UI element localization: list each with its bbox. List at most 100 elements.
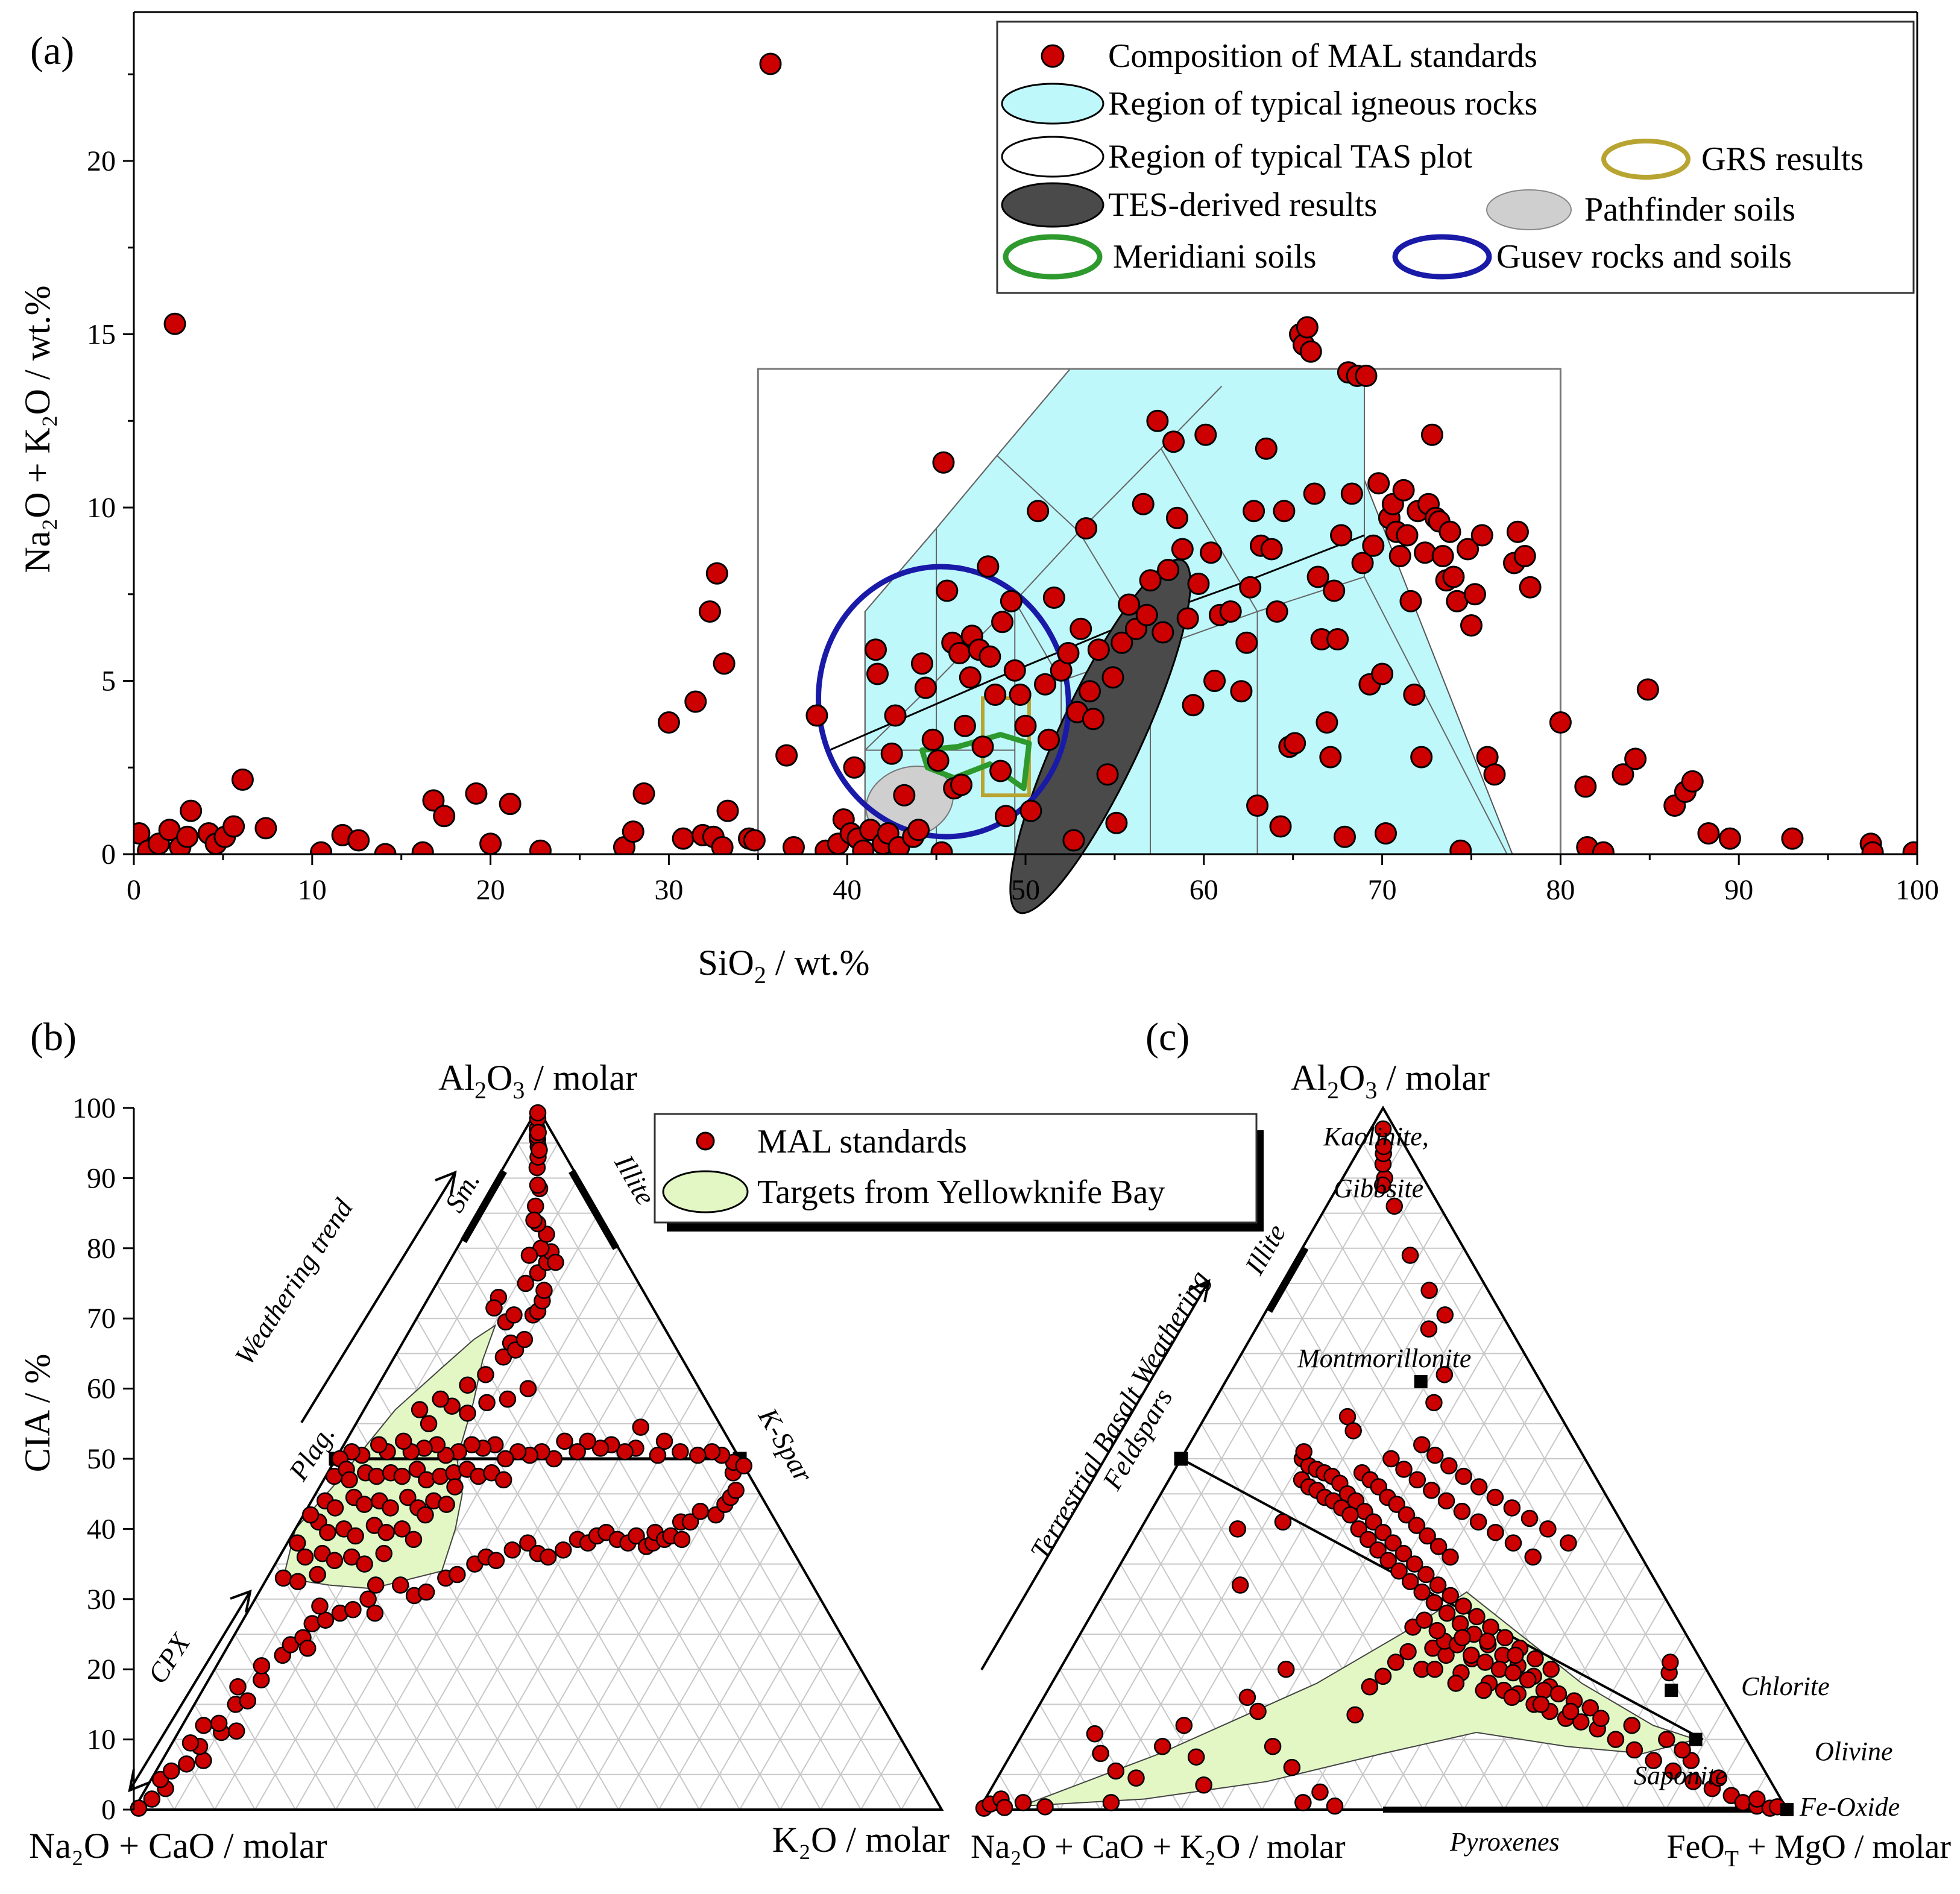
mal-point [253, 1657, 271, 1675]
mal-point [222, 815, 245, 838]
mal-point [1152, 621, 1174, 644]
mal-point [1255, 437, 1278, 460]
x-tick-label: 50 [1011, 874, 1040, 906]
mal-point [1504, 1534, 1522, 1552]
mal-point [1165, 506, 1188, 529]
mal-point [487, 1552, 505, 1570]
mal-point [673, 1531, 691, 1549]
mal-point [1539, 1520, 1557, 1538]
x-tick-label: 0 [127, 874, 141, 906]
mal-point [359, 1590, 377, 1608]
cia-tick-label: 50 [87, 1443, 116, 1475]
mal-point [775, 744, 798, 767]
mal-point [1437, 1492, 1455, 1510]
mal-point [716, 799, 739, 822]
mal-point [1460, 614, 1483, 637]
mal-point [1429, 1576, 1447, 1594]
mal-point [319, 1523, 336, 1541]
legend-box [996, 20, 1915, 294]
mal-point [326, 1552, 344, 1570]
mal-point [477, 1366, 494, 1383]
mal-point [1182, 694, 1205, 717]
mal-point [1384, 1534, 1402, 1552]
mal-point [989, 760, 1012, 782]
mal-point [1636, 678, 1659, 701]
mal-point [1153, 1737, 1171, 1755]
legend-b-label-mal: MAL standards [757, 1123, 967, 1160]
mal-point [1062, 829, 1085, 852]
cpx-arrowhead-down [128, 1769, 150, 1793]
mal-point [1507, 1646, 1524, 1664]
basalt-weathering-arrowhead [1188, 1279, 1211, 1303]
mal-point [1513, 545, 1536, 567]
x-tick-label: 70 [1368, 874, 1397, 906]
mal-point [1469, 1513, 1487, 1531]
mal-point [1037, 728, 1060, 751]
mal-point [1623, 1717, 1640, 1734]
mal-point [547, 1253, 564, 1271]
mal-point [711, 836, 734, 854]
mal-point [1399, 1643, 1417, 1661]
mal-point [1118, 593, 1141, 616]
mal-point [311, 1597, 329, 1615]
mal-point [994, 805, 1017, 828]
mal-point [1364, 1513, 1382, 1531]
mal-point [347, 1527, 364, 1545]
mal-point [343, 1548, 361, 1566]
mal-point [370, 1436, 388, 1453]
mal-point [1519, 1671, 1537, 1688]
panel-a-x-axis-label: SiO2 / wt.% [698, 943, 869, 989]
mal-point [356, 1496, 373, 1513]
mal-point [1146, 409, 1169, 432]
x-tick-label: 30 [654, 874, 683, 906]
weathering-arrow [300, 1171, 456, 1424]
mal-point [535, 1282, 553, 1299]
label-saponite: Saponite [1634, 1761, 1727, 1790]
mal-point [505, 1306, 523, 1324]
mal-point [1574, 775, 1597, 798]
mal-point [727, 1482, 745, 1499]
mal-point [703, 1443, 721, 1461]
mal-point [579, 1432, 596, 1450]
mal-point [1542, 1660, 1560, 1678]
panel-c-apex-left: Na₂O + CaO + K₂O / molar [971, 1828, 1346, 1866]
mal-point [984, 684, 1007, 706]
grid-line [497, 1423, 720, 1810]
label-olivine: Olivine [1815, 1737, 1893, 1766]
mal-point [1330, 524, 1353, 547]
mal-point [743, 829, 766, 852]
mal-point [420, 1415, 438, 1433]
mal-point [478, 1394, 496, 1412]
mal-point [1075, 517, 1098, 540]
mal-point [616, 1443, 634, 1461]
mal-point [326, 1499, 344, 1517]
mal-point [1468, 1608, 1486, 1626]
mal-point [465, 782, 488, 805]
mal-point [591, 1439, 610, 1457]
mal-point [1341, 1506, 1359, 1524]
mal-point [1401, 1247, 1419, 1264]
x-tick-label: 20 [476, 874, 505, 906]
mal-point [1194, 423, 1217, 446]
mal-point [1428, 1622, 1446, 1640]
mal-point [1360, 1531, 1377, 1549]
mal-point [1470, 1478, 1488, 1496]
mal-point [1009, 684, 1032, 706]
mal-point [1367, 472, 1390, 495]
panel-b-apex-right: K₂O / molar [772, 1820, 950, 1860]
mal-point [1426, 1446, 1444, 1464]
mal-point [377, 1523, 395, 1541]
cia-tick-label: 70 [87, 1303, 116, 1335]
panel-b-legend: MAL standards Targets from Yellowknife B… [654, 1113, 1264, 1232]
mal-point [494, 1471, 512, 1489]
legend-label-pathfinder: Pathfinder soils [1584, 191, 1795, 228]
mal-point [1385, 1197, 1404, 1215]
mal-point [485, 1299, 503, 1317]
mal-point [1417, 1565, 1435, 1584]
mal-point [301, 1506, 320, 1524]
mal-point [1645, 1752, 1662, 1769]
mal-point [1664, 1762, 1682, 1780]
mal-point [866, 662, 889, 685]
mal-point [1034, 673, 1057, 696]
mal-point [1388, 545, 1411, 567]
